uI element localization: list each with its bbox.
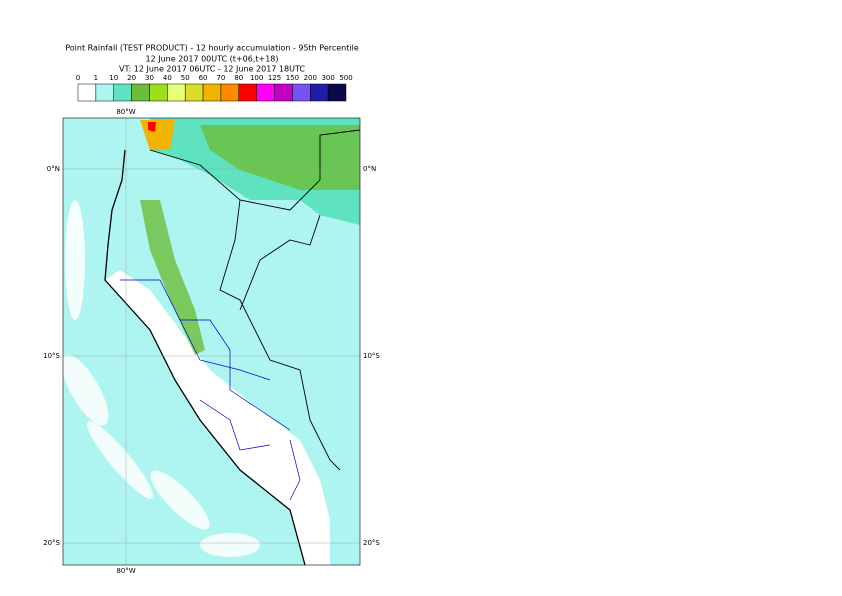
legend-swatch: [95, 83, 114, 102]
legend-swatch: [113, 83, 132, 102]
legend-tick-label: 300: [321, 74, 334, 82]
legend-swatch: [327, 83, 347, 102]
andes-rain: [140, 200, 205, 355]
lon-label: 80°W: [116, 567, 135, 575]
legend-tick-label: 200: [304, 74, 317, 82]
legend-swatch: [184, 83, 204, 102]
legend-tick-label: 60: [199, 74, 208, 82]
legend-tick-label: 50: [181, 74, 190, 82]
lon-label: 80°W: [116, 108, 135, 116]
legend-swatch: [131, 83, 150, 102]
lat-label: 0°N: [47, 165, 60, 173]
legend-swatch: [292, 83, 311, 102]
map-area: [63, 118, 360, 565]
legend-tick-label: 500: [339, 74, 352, 82]
legend: 0 1 10 20 30 40 50 60 70 80 100 125 150 200 300 500: [76, 74, 353, 102]
legend-tick-label: 80: [234, 74, 243, 82]
legend-tick-label: 40: [163, 74, 172, 82]
legend-tick-label: 0: [76, 74, 80, 82]
lat-label: 0°N: [363, 165, 376, 173]
lat-label: 10°S: [43, 352, 60, 360]
max-rain: [148, 122, 156, 132]
legend-swatch: [256, 83, 275, 102]
legend-swatch: [167, 83, 186, 102]
legend-swatch: [77, 83, 97, 102]
legend-tick-label: 1: [94, 74, 98, 82]
legend-tick-label: 100: [250, 74, 263, 82]
legend-tick-label: 125: [268, 74, 281, 82]
legend-tick-label: 150: [286, 74, 299, 82]
lat-label: 10°S: [363, 352, 380, 360]
dry-ocean: [63, 200, 260, 557]
legend-tick-label: 30: [145, 74, 154, 82]
country-borders: [149, 129, 360, 471]
dry-land: [105, 270, 330, 565]
legend-swatch: [202, 83, 222, 102]
legend-tick-label: 10: [109, 74, 118, 82]
legend-tick-label: 70: [216, 74, 225, 82]
legend-swatch: [274, 83, 293, 102]
regional-borders: [120, 279, 301, 501]
title: Point Rainfall (TEST PRODUCT) - 12 hourl…: [65, 44, 359, 53]
legend-swatch: [149, 83, 168, 102]
coastline: [104, 149, 306, 565]
legend-swatch: [220, 83, 240, 102]
legend-swatch: [238, 83, 257, 102]
valid-time: VT: 12 June 2017 06UTC - 12 June 2017 18…: [119, 65, 305, 74]
legend-swatch: [310, 83, 329, 102]
legend-tick-label: 20: [127, 74, 136, 82]
map-labels: 0°N 0°N 10°S 10°S 20°S 20°S 80°W 80°W: [43, 108, 380, 575]
run-time: 12 June 2017 00UTC (t+06,t+18): [146, 55, 279, 64]
map-frame: [62, 117, 361, 566]
lat-label: 20°S: [43, 539, 60, 547]
lat-label: 20°S: [363, 539, 380, 547]
